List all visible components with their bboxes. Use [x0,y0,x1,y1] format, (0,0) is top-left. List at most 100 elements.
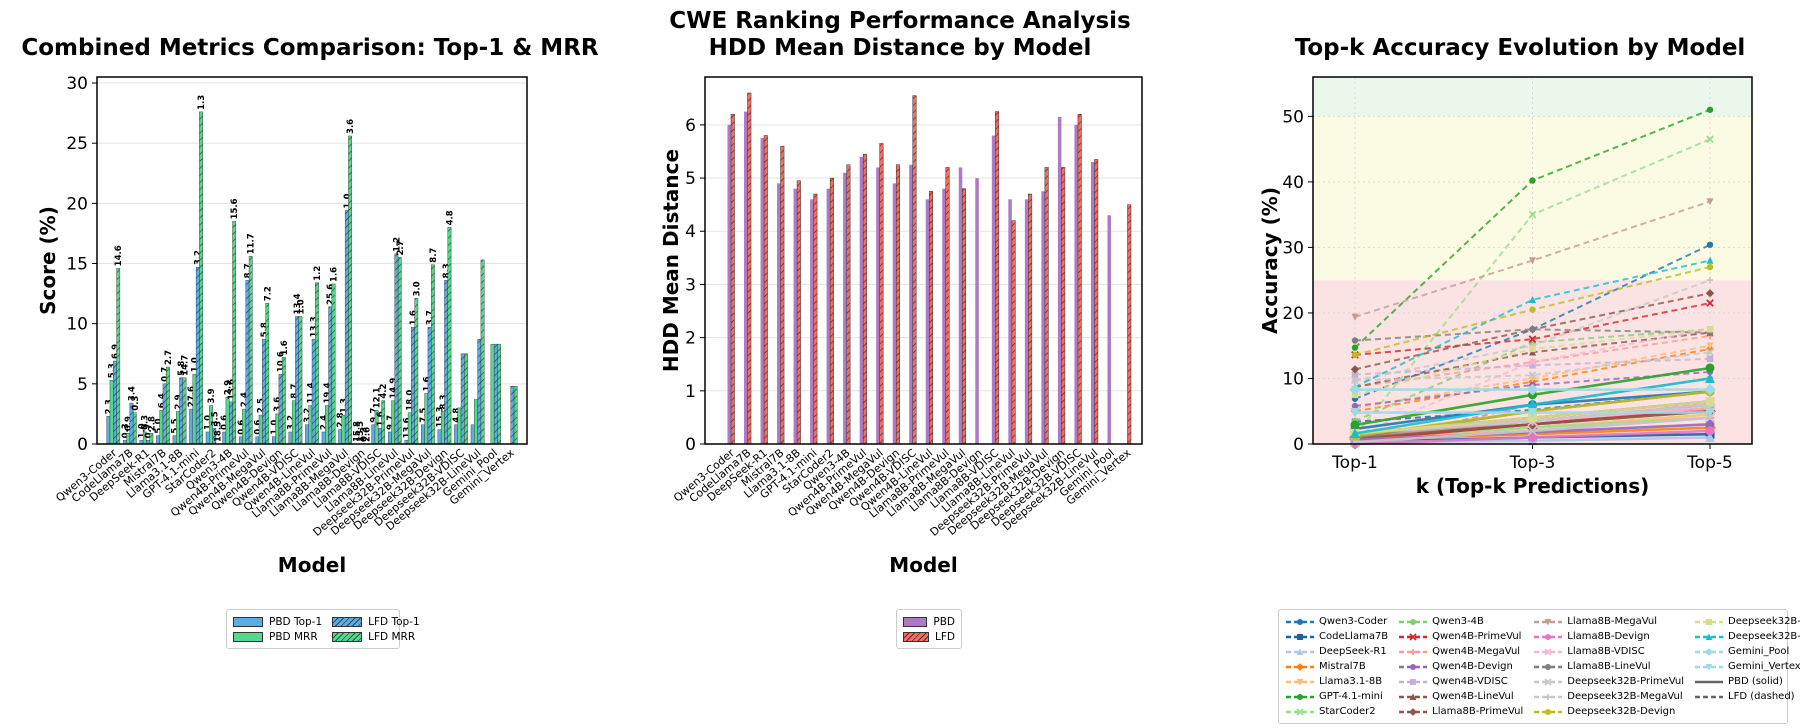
bar [1107,215,1111,444]
data-label: 15.3 [436,407,446,428]
legend-swatch [1534,677,1563,686]
data-label: 2.8 [147,416,157,431]
chart3-title: Top-k Accuracy Evolution by Model [1294,35,1746,61]
bar [876,167,880,444]
data-label: 3.2 [194,250,204,265]
marker [1351,313,1359,321]
data-label: 2.4 [320,415,330,430]
legend-item: PBD [903,614,955,629]
y-axis-label: Score (%) [36,206,60,315]
marker [1706,198,1714,206]
series-line-lfd [1354,259,1711,388]
legend-swatch [1399,632,1428,641]
data-label: 27.6 [187,386,197,407]
data-label: 11.4 [306,382,316,403]
legend-label: Gemini_Pool [1728,646,1790,657]
legend-label: Llama3.1-8B [1319,676,1383,687]
marker [1529,362,1536,369]
bar [909,164,913,444]
chart1-svg: 0510152025302.35.36.914.6Qwen3-Coder0.30… [36,74,528,577]
marker [1297,618,1303,625]
legend-label: Llama8B-MegaVul [1567,616,1657,627]
data-label: 1.0 [137,423,147,438]
data-label: 1.3 [197,95,207,110]
data-label: 3.9 [207,388,217,403]
legend-swatch [1399,678,1428,685]
marker [1349,383,1361,396]
chart3-legend: Qwen3-Coder Qwen3-4B Llama8B-MegaVul Deepse… [1278,609,1800,724]
bar [843,172,847,444]
legend-item: GPT-4.1-mini [1285,689,1388,704]
data-label: 7.2 [263,286,273,301]
data-label: 1.6 [330,267,340,282]
marker [1350,420,1360,430]
series-line-lfd [1354,344,1711,409]
marker [1706,106,1714,113]
legend-swatch [1534,663,1563,670]
marker [1706,326,1714,333]
data-label: 3.5 [210,411,220,426]
legend-swatch [1695,695,1724,698]
legend-item: Qwen4B-MegaVul [1398,644,1523,659]
data-label: 8.3 [439,394,449,409]
marker [1296,707,1304,716]
y-tick-label: 0 [1293,435,1304,455]
data-label: 1.0 [270,420,280,435]
marker [1410,648,1417,655]
chart2-legend: PBD LFD [896,609,962,649]
legend-label: Deepseek32B-PrimeVul [1567,676,1685,687]
marker [1545,663,1552,670]
data-label: 2.8 [336,412,346,427]
chart1-title: Combined Metrics Comparison: Top-1 & MRR [21,35,599,61]
data-label: 6.9 [111,344,121,359]
marker [1297,693,1303,700]
legend-item: LFD MRR [332,629,420,644]
legend-label: PBD MRR [269,630,318,643]
y-tick-label: 50 [1282,107,1304,127]
data-label: 5.5 [171,418,181,433]
legend-label: LFD Top-1 [368,615,420,628]
marker [1528,210,1537,219]
legend-item: Deepseek32B-VDISC [1694,614,1800,629]
y-tick-label: 40 [1282,173,1304,193]
legend-item: LFD Top-1 [332,614,420,629]
y-tick-label: 30 [1282,238,1304,258]
marker [1705,419,1715,429]
data-label: 8.7 [429,248,439,263]
legend-swatch [1695,618,1724,625]
legend-swatch [1286,678,1314,686]
marker [1526,383,1539,396]
legend-item: Qwen4B-Devign [1398,659,1523,674]
y-tick-label: 4 [685,222,696,242]
marker [1544,647,1552,656]
legend-item: Deepseek32B-Devign [1533,704,1684,719]
marker [1705,663,1713,671]
legend-swatch [1399,618,1428,625]
marker [1350,408,1360,418]
data-label: 3.2 [286,415,296,430]
bar [991,135,996,444]
data-label: 8.7 [290,384,300,399]
marker [1351,344,1359,351]
marker [1296,678,1304,686]
legend-swatch [1286,633,1314,640]
data-label: 14.6 [114,245,124,266]
data-label: 1.6 [376,411,386,426]
marker [1705,373,1715,383]
data-label: 2.7 [164,350,174,365]
marker [1409,692,1417,700]
data-label: 3.0 [412,281,422,296]
x-axis-label: Model [278,553,346,577]
legend-label: LFD [935,630,955,643]
marker [1351,351,1359,359]
data-label: 3.6 [346,119,356,134]
y-tick-label: 20 [1282,304,1304,324]
marker [1529,326,1536,333]
bar [1090,162,1095,445]
marker [1705,363,1715,373]
legend-item: Qwen3-4B [1398,614,1523,629]
data-label: 11.7 [247,233,257,254]
legend-swatch [1399,692,1428,700]
legend-label: Llama8B-LineVul [1567,661,1651,672]
marker [1706,342,1714,350]
